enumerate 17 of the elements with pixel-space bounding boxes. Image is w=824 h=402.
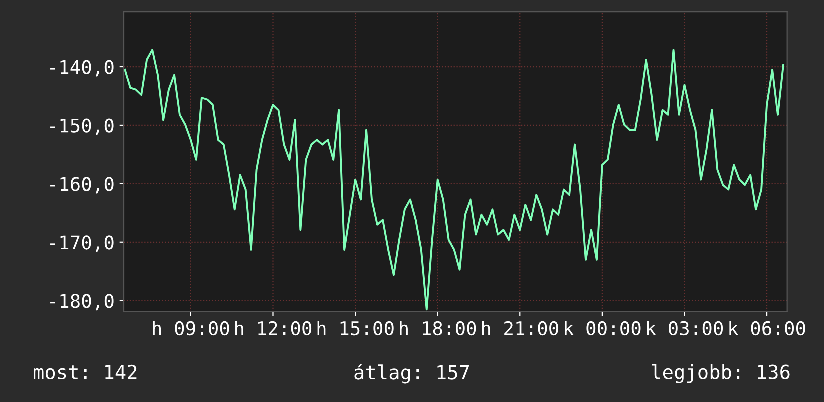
x-tick-label: k 06:00 bbox=[730, 321, 806, 336]
x-tick-label: k 00:00 bbox=[565, 321, 641, 336]
x-tick-label: h 12:00 bbox=[236, 321, 312, 336]
y-tick-label: -160,0 bbox=[50, 177, 114, 194]
x-tick-label: h 18:00 bbox=[400, 321, 476, 336]
x-tick-label: h 09:00 bbox=[153, 321, 230, 336]
text: legjobb: 136 bbox=[652, 364, 790, 384]
line-series bbox=[124, 49, 784, 311]
y-tick-label: -150,0 bbox=[50, 118, 114, 136]
x-tick-label: h 15:00 bbox=[318, 321, 394, 336]
y-tick-label: -140,0 bbox=[50, 60, 114, 77]
x-tick-label: k 03:00 bbox=[647, 321, 724, 336]
y-tick-label: -180,0 bbox=[50, 294, 114, 311]
text: most: 142 bbox=[34, 364, 137, 380]
text: átlag: 157 bbox=[354, 364, 470, 384]
x-tick-label: h 21:00 bbox=[482, 321, 558, 336]
y-tick-label: -170,0 bbox=[50, 236, 114, 252]
